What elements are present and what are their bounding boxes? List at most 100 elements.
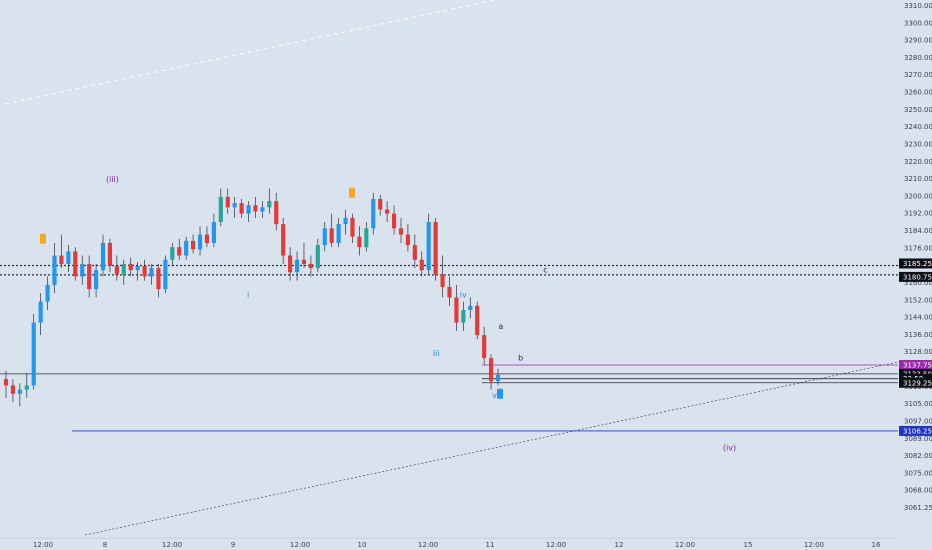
level-tag-label-0: 3185.25 (903, 260, 932, 268)
candle-body-30 (211, 222, 216, 243)
candle-body-0 (3, 379, 9, 386)
y-tick-label-5: 3260.00 (904, 89, 932, 97)
wave-label-6: b (518, 353, 523, 362)
y-tick-label-3: 3280.00 (904, 54, 932, 62)
candle-body-15 (107, 242, 113, 266)
marker-orange-1 (40, 233, 46, 244)
level-tag-label-2: 3137.75 (903, 361, 932, 369)
y-tick-label-0: 3310.00 (904, 2, 932, 10)
y-tick-label-18: 3144.00 (904, 314, 932, 322)
time-axis[interactable]: 12:00 8 12:00 9 12:00 10 12:00 11 12:00 12 12:00 15… (0, 537, 898, 549)
level-tag-bg-5 (899, 377, 932, 388)
candle-body-56 (391, 213, 397, 229)
y-tick-label-29: 3061.25 (904, 504, 932, 512)
y-tick-label-27: 3075.00 (904, 469, 932, 477)
candle-body-66 (461, 309, 466, 323)
candle-body-11 (80, 263, 85, 277)
x-tick-label-12: 12:00 (804, 541, 824, 549)
candle-body-13 (94, 270, 99, 290)
x-tick-label-0: 12:00 (33, 541, 53, 549)
x-tick-label-7: 11 (486, 541, 495, 549)
candle-body-52 (364, 228, 369, 248)
candle-body-39 (274, 201, 279, 225)
candle-body-51 (357, 236, 362, 248)
level-tag-bg-1 (899, 271, 932, 282)
wave-label-2: iii (433, 349, 440, 358)
y-tick-label-20: 3128.00 (904, 348, 932, 356)
candle-body-16 (114, 266, 119, 275)
upper-trendline (4, 0, 496, 105)
candle-body-63 (440, 274, 445, 287)
y-tick-label-2: 3290.00 (904, 37, 932, 45)
candle-body-55 (385, 209, 390, 214)
wave-label-7: c (543, 265, 547, 274)
candle-body-5 (38, 301, 43, 323)
wave-label-1: i (247, 290, 249, 299)
candle-body-50 (350, 217, 355, 237)
candle-body-47 (329, 228, 334, 243)
y-tick-label-19: 3136.00 (904, 331, 932, 339)
candle-body-3 (24, 385, 29, 390)
candle-body-60 (419, 259, 424, 271)
candle-body-31 (218, 196, 223, 223)
candle-body-54 (378, 198, 383, 210)
x-tick-label-5: 10 (358, 541, 367, 549)
candle-body-38 (267, 201, 272, 208)
wave-label-5: a (498, 322, 503, 331)
candle-body-20 (142, 266, 147, 277)
candle-body-53 (371, 198, 376, 229)
candle-body-64 (447, 286, 452, 298)
candle-body-45 (315, 245, 320, 269)
candle-body-2 (17, 389, 22, 394)
candle-body-25 (177, 247, 182, 256)
candle-body-42 (294, 259, 300, 273)
y-tick-label-7: 3240.00 (904, 123, 932, 131)
y-tick-label-6: 3250.00 (904, 106, 932, 114)
marker-orange-2 (349, 187, 355, 198)
candle-body-9 (66, 251, 71, 264)
y-tick-label-8: 3230.00 (904, 140, 932, 148)
candle-body-22 (156, 268, 161, 290)
price-level-tags: 3185.253180.753137.753133.5023:583129.25… (899, 258, 932, 436)
x-tick-label-6: 12:00 (418, 541, 438, 549)
y-tick-label-17: 3152.00 (904, 296, 932, 304)
x-tick-label-8: 12:00 (546, 541, 566, 549)
candle-body-24 (170, 247, 175, 260)
level-tag-bg-6 (899, 425, 932, 436)
candle-body-46 (322, 228, 327, 246)
x-tick-label-4: 12:00 (290, 541, 310, 549)
candle-body-41 (288, 255, 293, 273)
y-tick-label-13: 3184.00 (904, 227, 932, 235)
wave-label-0: (iii) (106, 175, 119, 184)
x-tick-label-1: 8 (103, 541, 107, 549)
candle-body-69 (482, 335, 487, 359)
candle-body-44 (308, 263, 313, 269)
candle-body-23 (163, 259, 168, 290)
y-tick-label-1: 3300.00 (904, 19, 932, 27)
x-tick-label-13: 16 (872, 541, 881, 549)
candle-body-29 (204, 234, 210, 243)
y-tick-label-10: 3210.00 (904, 175, 932, 183)
x-tick-label-2: 12:00 (162, 541, 182, 549)
candle-body-18 (128, 263, 133, 271)
candle-body-35 (246, 205, 251, 214)
candle-body-65 (454, 297, 459, 323)
y-tick-label-23: 3105.00 (904, 400, 932, 408)
y-tick-label-26: 3082.00 (904, 452, 932, 460)
y-tick-label-12: 3192.00 (904, 210, 932, 218)
candle-body-6 (45, 284, 50, 302)
candle-body-70 (488, 358, 494, 382)
candle-body-57 (398, 228, 404, 235)
candle-body-27 (191, 240, 196, 250)
level-tag-label-5: 3129.25 (903, 379, 932, 387)
candle-body-48 (336, 224, 341, 243)
candle-body-12 (87, 263, 92, 290)
marker-blue-1 (497, 388, 503, 399)
candle-body-1 (10, 385, 16, 394)
candle-body-68 (475, 305, 480, 336)
candle-body-32 (225, 196, 230, 208)
level-tag-label-1: 3180.75 (903, 273, 932, 281)
candle-body-61 (426, 222, 431, 271)
